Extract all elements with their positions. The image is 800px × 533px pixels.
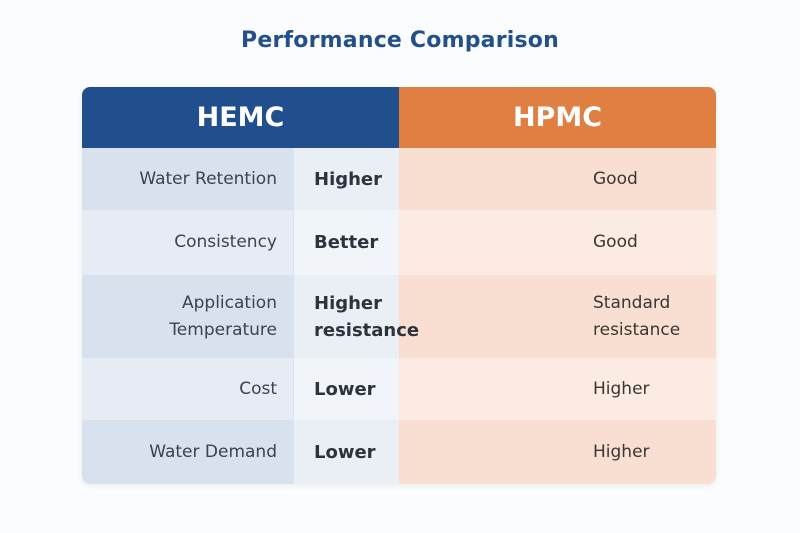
hemc-value-text: Higher resistance	[314, 292, 420, 341]
hemc-value: Better	[293, 210, 399, 275]
table-row: Cost Lower Higher	[82, 358, 716, 420]
page-title: Performance Comparison	[241, 28, 559, 53]
hemc-value-text: Lower	[314, 441, 376, 463]
table-row: Water Retention Higher Good	[82, 148, 716, 210]
hpmc-value: Good	[399, 148, 716, 210]
property-label: Consistency	[82, 210, 293, 275]
hemc-value: Higher resistance	[293, 275, 420, 358]
hemc-value-text: Lower	[314, 378, 376, 400]
table-row: Consistency Better Good	[82, 210, 716, 275]
table-row: Application Temperature Higher resistanc…	[82, 275, 716, 358]
hpmc-value: Standard resistance	[399, 275, 716, 358]
hemc-value-text: Higher	[314, 168, 383, 190]
property-label: Application Temperature	[82, 275, 293, 358]
table-header: HEMC HPMC	[82, 87, 716, 148]
hpmc-value: Higher	[399, 420, 716, 484]
property-label: Water Retention	[82, 148, 293, 210]
header-hpmc: HPMC	[399, 87, 716, 148]
hemc-value: Lower	[293, 358, 399, 420]
header-hemc: HEMC	[82, 87, 399, 148]
table-row: Water Demand Lower Higher	[82, 420, 716, 484]
hemc-value-text: Better	[314, 232, 379, 253]
hpmc-value: Higher	[399, 358, 716, 420]
hemc-value: Higher	[293, 148, 399, 210]
hpmc-value: Good	[399, 210, 716, 275]
hemc-value: Lower	[293, 420, 399, 484]
comparison-table: HEMC HPMC Water Retention Higher Good Co…	[82, 87, 716, 484]
property-label: Cost	[82, 358, 293, 420]
property-label: Water Demand	[82, 420, 293, 484]
